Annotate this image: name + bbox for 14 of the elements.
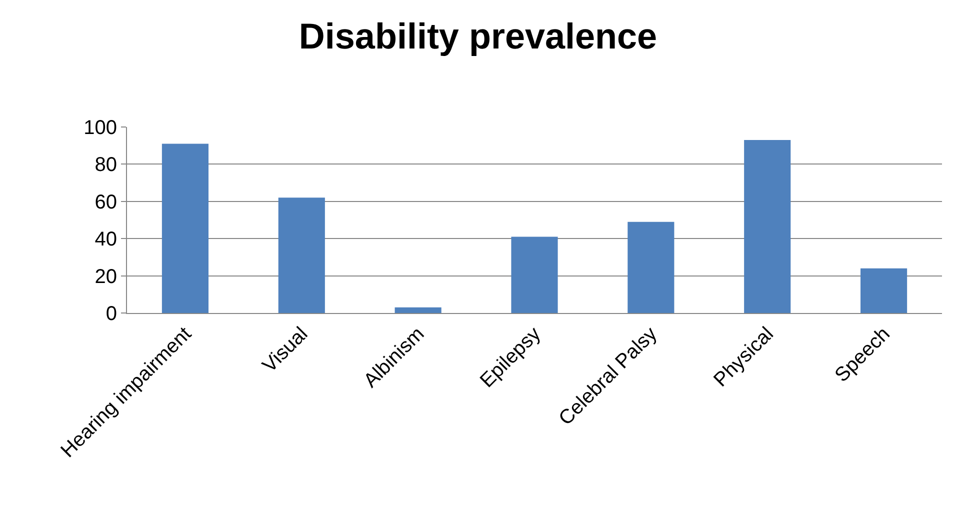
y-tick-label: 80 — [94, 154, 117, 176]
y-tick-label: 40 — [94, 228, 117, 251]
bar — [744, 140, 791, 313]
bar — [394, 307, 442, 313]
bar — [628, 222, 674, 313]
y-tick-label: 0 — [106, 303, 117, 325]
bar — [162, 144, 208, 313]
bar — [278, 198, 325, 313]
chart-title: Disability prevalence — [298, 16, 658, 57]
bar — [860, 268, 908, 313]
y-tick-label: 20 — [94, 266, 117, 288]
y-tick-label: 100 — [84, 117, 117, 139]
bar — [511, 236, 558, 313]
y-tick-label: 60 — [94, 191, 117, 214]
